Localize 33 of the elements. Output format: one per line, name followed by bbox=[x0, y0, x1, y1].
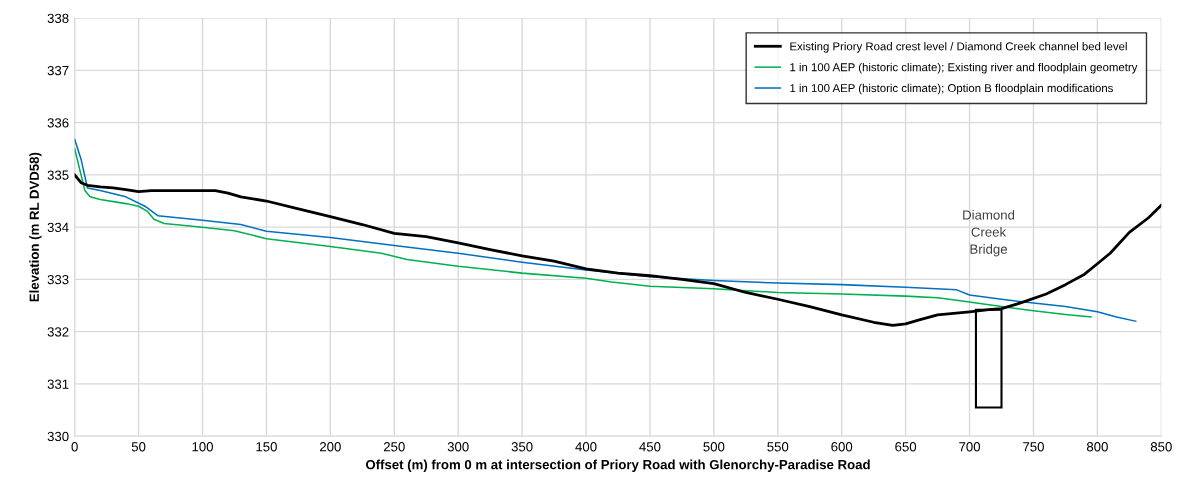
x-tick-label: 450 bbox=[639, 442, 661, 452]
legend-label: 1 in 100 AEP (historic climate); Existing river and floodplain geometry bbox=[790, 62, 1138, 74]
y-tick-label: 332 bbox=[47, 327, 69, 337]
x-tick-label: 600 bbox=[831, 442, 853, 452]
legend-label: 1 in 100 AEP (historic climate); Option B floodplain modifications bbox=[790, 83, 1113, 95]
y-tick-label: 338 bbox=[47, 13, 69, 23]
x-tick-label: 800 bbox=[1086, 442, 1108, 452]
y-tick-label: 337 bbox=[47, 65, 69, 76]
x-tick-label: 300 bbox=[447, 442, 469, 452]
x-tick-label: 850 bbox=[1150, 442, 1172, 452]
x-tick-label: 750 bbox=[1023, 442, 1044, 452]
annotation: Diamond Creek Bridge bbox=[963, 209, 1015, 257]
x-tick-label: 350 bbox=[511, 442, 533, 452]
y-tick-label: 331 bbox=[47, 379, 69, 389]
y-tick-label: 335 bbox=[47, 170, 69, 180]
x-tick-label: 50 bbox=[131, 442, 146, 452]
x-tick-label: 500 bbox=[703, 442, 725, 452]
x-tick-label: 400 bbox=[575, 442, 597, 452]
x-tick-label: 200 bbox=[319, 442, 341, 452]
legend-label: Existing Priory Road crest level / Diamond Creek channel bed level bbox=[790, 42, 1127, 53]
x-tick-label: 0 bbox=[71, 442, 78, 452]
y-tick-label: 333 bbox=[47, 274, 69, 285]
x-tick-label: 250 bbox=[383, 442, 405, 452]
y-tick-label: 330 bbox=[47, 431, 69, 442]
x-tick-label: 100 bbox=[192, 442, 213, 452]
y-tick-label: 334 bbox=[47, 222, 69, 233]
x-tick-label: 650 bbox=[895, 442, 917, 452]
x-tick-label: 550 bbox=[767, 442, 789, 452]
x-axis-title: Offset (m) from 0 m at intersection of Priory Road with Glenorchy-Paradise Road bbox=[365, 459, 870, 472]
x-tick-label: 700 bbox=[959, 442, 981, 452]
y-tick-label: 336 bbox=[47, 118, 69, 128]
x-tick-label: 150 bbox=[256, 442, 277, 452]
y-axis-title: Elevation (m RL DVD58) bbox=[29, 152, 42, 302]
